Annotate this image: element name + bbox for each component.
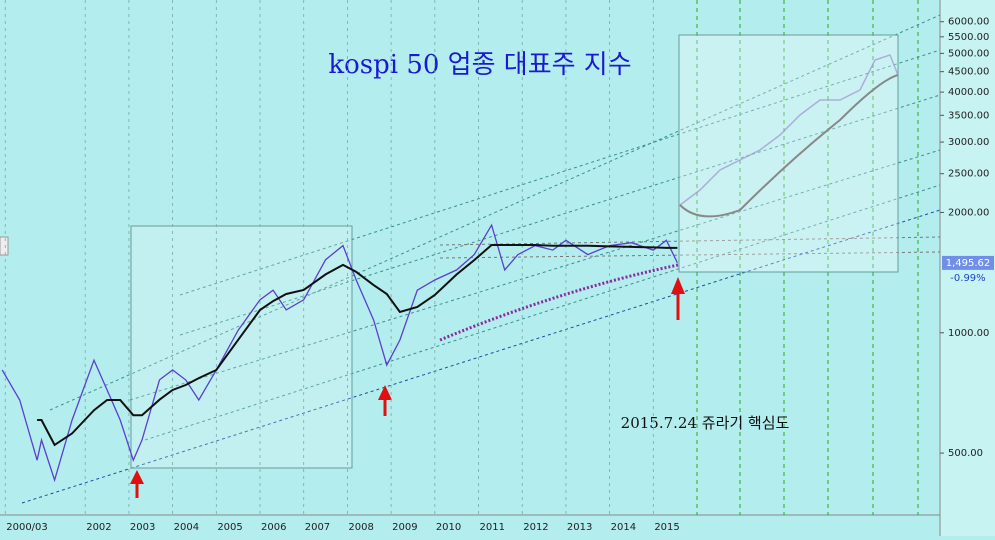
- side-toggle[interactable]: [0, 236, 9, 256]
- series-line: [37, 244, 678, 447]
- y-tick-label: 2500.00: [948, 169, 989, 180]
- x-tick-label: 2003: [130, 522, 155, 533]
- support-curve: [439, 263, 679, 342]
- change-label: -0.99%: [950, 273, 985, 284]
- x-tick-label: 2007: [305, 522, 330, 533]
- x-tick-label: 2012: [523, 522, 548, 533]
- x-tick-label: 2010: [436, 522, 461, 533]
- x-tick-label: 2015: [654, 522, 679, 533]
- x-tick-label: 2006: [261, 522, 286, 533]
- arrows: [130, 277, 685, 498]
- future-grid: [696, 0, 919, 515]
- y-tick-label: 1000.00: [948, 328, 989, 339]
- x-tick-label: 2008: [348, 522, 373, 533]
- x-tick-label: 2004: [174, 522, 199, 533]
- y-tick-label: 5000.00: [948, 48, 989, 59]
- x-tick-label: 2014: [611, 522, 636, 533]
- projection-box: [678, 34, 899, 273]
- x-tick-label: 2005: [217, 522, 242, 533]
- price-label: 1,495.62: [946, 258, 991, 269]
- y-tick-label: 2000.00: [948, 207, 989, 218]
- highlight-box: [130, 225, 353, 469]
- series-line: [1, 223, 678, 483]
- projection-average: [679, 74, 899, 218]
- y-tick-label: 4500.00: [948, 67, 989, 78]
- x-tick-label: 2011: [480, 522, 505, 533]
- annotation: 2015.7.24 쥬라기 핵심도: [621, 414, 790, 432]
- price-tag: [942, 255, 994, 270]
- y-tick-label: 3000.00: [948, 137, 989, 148]
- x-tick-label: 2000/03: [6, 522, 48, 533]
- x-tick-label: 2009: [392, 522, 417, 533]
- chart-title: kospi 50 업종 대표주 지수: [328, 50, 631, 80]
- y-tick-label: 500.00: [948, 448, 983, 459]
- x-tick-label: 2002: [86, 522, 111, 533]
- y-tick-label: 3500.00: [948, 110, 989, 121]
- y-tick-label: 6000.00: [948, 17, 989, 28]
- y-tick-label: 5500.00: [948, 32, 989, 43]
- x-tick-label: 2013: [567, 522, 592, 533]
- y-tick-label: 4000.00: [948, 87, 989, 98]
- projection-line: [679, 54, 899, 206]
